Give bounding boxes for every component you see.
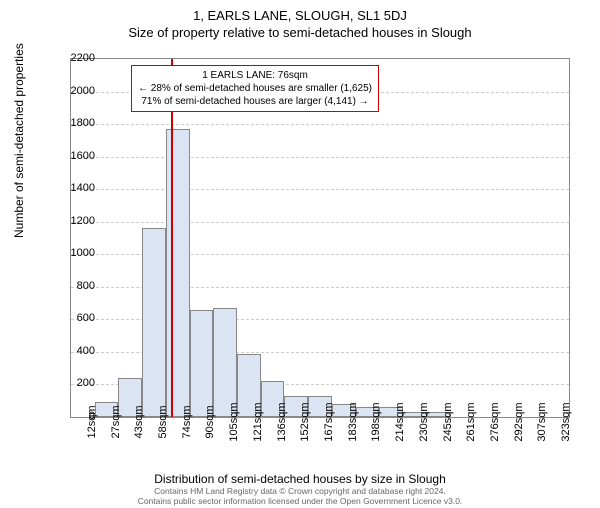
ytick-label: 1600 [55, 150, 95, 162]
gridline [71, 124, 569, 125]
xtick-label: 12sqm [86, 405, 98, 438]
histogram-bar [142, 228, 166, 417]
xtick-label: 121sqm [252, 402, 264, 441]
ytick-label: 200 [55, 377, 95, 389]
xtick-label: 43sqm [133, 405, 145, 438]
info-line1: 1 EARLS LANE: 76sqm [138, 69, 372, 82]
info-box: 1 EARLS LANE: 76sqm← 28% of semi-detache… [131, 65, 379, 112]
ytick-label: 1800 [55, 117, 95, 129]
title-main: 1, EARLS LANE, SLOUGH, SL1 5DJ [0, 8, 600, 23]
footnote-line2: Contains public sector information licen… [138, 496, 463, 506]
chart-area: 1 EARLS LANE: 76sqm← 28% of semi-detache… [70, 58, 570, 418]
ytick-label: 600 [55, 312, 95, 324]
info-line2: ← 28% of semi-detached houses are smalle… [138, 82, 372, 95]
histogram-bar [213, 308, 237, 417]
xtick-label: 214sqm [394, 402, 406, 441]
histogram-bar [190, 310, 214, 417]
ytick-label: 2200 [55, 52, 95, 64]
xtick-label: 27sqm [110, 405, 122, 438]
title-sub: Size of property relative to semi-detach… [0, 25, 600, 40]
xtick-label: 245sqm [442, 402, 454, 441]
xtick-label: 136sqm [276, 402, 288, 441]
xtick-label: 105sqm [228, 402, 240, 441]
xtick-label: 292sqm [513, 402, 525, 441]
xtick-label: 230sqm [418, 402, 430, 441]
info-line3: 71% of semi-detached houses are larger (… [138, 95, 372, 108]
xtick-label: 323sqm [560, 402, 572, 441]
ytick-label: 1000 [55, 247, 95, 259]
xtick-label: 307sqm [536, 402, 548, 441]
footnote: Contains HM Land Registry data © Crown c… [0, 486, 600, 506]
y-axis-label: Number of semi-detached properties [12, 43, 26, 238]
xtick-label: 152sqm [299, 402, 311, 441]
xtick-label: 74sqm [181, 405, 193, 438]
ytick-label: 2000 [55, 85, 95, 97]
xtick-label: 167sqm [323, 402, 335, 441]
gridline [71, 157, 569, 158]
gridline [71, 222, 569, 223]
ytick-label: 1400 [55, 182, 95, 194]
xtick-label: 58sqm [157, 405, 169, 438]
xtick-label: 198sqm [370, 402, 382, 441]
gridline [71, 189, 569, 190]
ytick-label: 800 [55, 280, 95, 292]
xtick-label: 90sqm [204, 405, 216, 438]
x-axis-label: Distribution of semi-detached houses by … [0, 472, 600, 486]
marker-line [171, 59, 173, 417]
footnote-line1: Contains HM Land Registry data © Crown c… [154, 486, 446, 496]
histogram-bar [166, 129, 190, 417]
xtick-label: 183sqm [347, 402, 359, 441]
xtick-label: 261sqm [465, 402, 477, 441]
xtick-label: 276sqm [489, 402, 501, 441]
ytick-label: 400 [55, 345, 95, 357]
ytick-label: 1200 [55, 215, 95, 227]
